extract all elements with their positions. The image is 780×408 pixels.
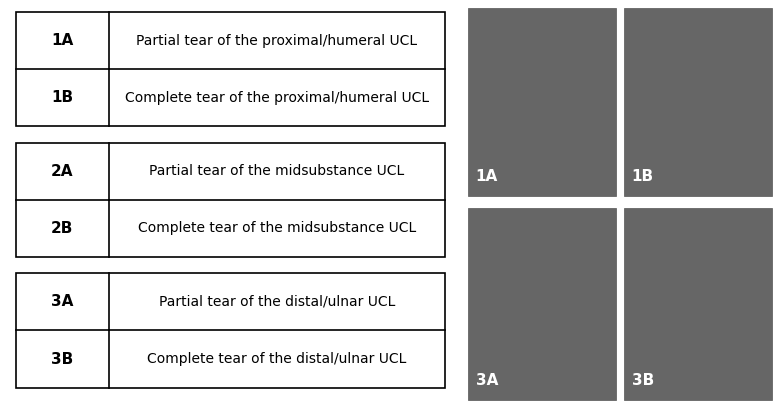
FancyBboxPatch shape (16, 143, 445, 257)
FancyBboxPatch shape (624, 208, 772, 400)
Text: 3A: 3A (476, 373, 498, 388)
Text: Partial tear of the proximal/humeral UCL: Partial tear of the proximal/humeral UCL (136, 34, 417, 48)
Text: Complete tear of the proximal/humeral UCL: Complete tear of the proximal/humeral UC… (125, 91, 429, 105)
Text: 1A: 1A (51, 33, 73, 48)
FancyBboxPatch shape (16, 273, 445, 388)
FancyBboxPatch shape (624, 8, 772, 196)
Text: 3A: 3A (51, 295, 73, 309)
Text: 1B: 1B (51, 91, 73, 105)
Text: Partial tear of the distal/ulnar UCL: Partial tear of the distal/ulnar UCL (158, 295, 395, 309)
Text: 1B: 1B (632, 169, 654, 184)
Text: 3B: 3B (632, 373, 654, 388)
Text: 1A: 1A (476, 169, 498, 184)
FancyBboxPatch shape (468, 208, 616, 400)
Text: Complete tear of the distal/ulnar UCL: Complete tear of the distal/ulnar UCL (147, 352, 406, 366)
Text: 2B: 2B (51, 221, 73, 236)
Text: 2A: 2A (51, 164, 73, 179)
FancyBboxPatch shape (468, 8, 616, 196)
Text: Complete tear of the midsubstance UCL: Complete tear of the midsubstance UCL (138, 222, 416, 235)
FancyBboxPatch shape (16, 12, 445, 126)
Text: Partial tear of the midsubstance UCL: Partial tear of the midsubstance UCL (149, 164, 405, 178)
Text: 3B: 3B (51, 352, 73, 366)
